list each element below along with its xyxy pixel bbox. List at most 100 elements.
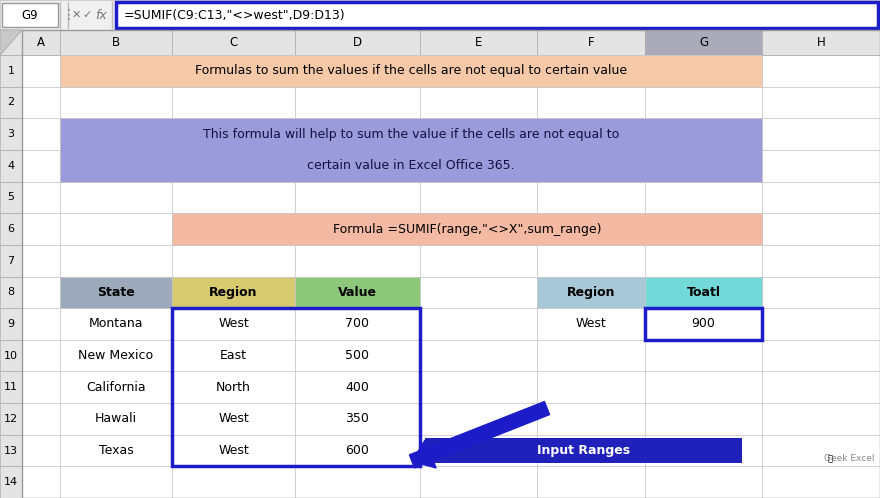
Text: This formula will help to sum the value if the cells are not equal to: This formula will help to sum the value … xyxy=(203,127,620,140)
Bar xyxy=(537,435,645,466)
Bar xyxy=(0,372,22,403)
Bar xyxy=(420,435,537,466)
Bar xyxy=(22,435,60,466)
Bar xyxy=(295,245,420,276)
Text: Texas: Texas xyxy=(99,444,134,457)
Bar xyxy=(295,150,420,182)
Text: New Mexico: New Mexico xyxy=(78,349,154,362)
Text: 7: 7 xyxy=(7,255,15,265)
Text: 📊: 📊 xyxy=(828,454,833,463)
Text: West: West xyxy=(576,317,606,331)
Text: 6: 6 xyxy=(8,224,14,234)
Bar xyxy=(645,403,762,435)
Bar xyxy=(22,150,60,182)
Bar xyxy=(22,276,60,308)
Bar xyxy=(645,182,762,213)
Bar xyxy=(172,182,295,213)
Bar xyxy=(645,119,762,150)
Bar xyxy=(22,403,60,435)
Bar xyxy=(60,55,172,87)
Bar xyxy=(0,119,22,150)
Bar xyxy=(537,182,645,213)
Bar xyxy=(645,276,762,308)
Bar xyxy=(762,372,880,403)
Text: ⋮: ⋮ xyxy=(62,8,76,22)
Bar xyxy=(537,403,645,435)
Bar xyxy=(645,308,762,340)
Bar xyxy=(420,466,537,498)
Text: F: F xyxy=(588,36,594,49)
Text: 3: 3 xyxy=(8,129,14,139)
Bar xyxy=(295,55,420,87)
Bar xyxy=(172,245,295,276)
Bar xyxy=(537,340,645,372)
Bar xyxy=(762,119,880,150)
Bar xyxy=(420,30,537,55)
Bar xyxy=(172,340,295,372)
Bar xyxy=(22,182,60,213)
Bar xyxy=(295,340,420,372)
Bar xyxy=(0,276,22,308)
Text: North: North xyxy=(216,381,251,394)
Bar xyxy=(537,308,645,340)
Text: 400: 400 xyxy=(346,381,370,394)
Text: Formula =SUMIF(range,"<>X",sum_range): Formula =SUMIF(range,"<>X",sum_range) xyxy=(333,223,601,236)
Bar xyxy=(537,372,645,403)
Bar xyxy=(537,213,645,245)
Bar xyxy=(645,213,762,245)
Bar xyxy=(537,150,645,182)
Text: ✕: ✕ xyxy=(72,10,81,20)
Bar xyxy=(172,276,295,308)
Bar xyxy=(420,55,537,87)
Bar xyxy=(60,55,762,87)
Bar xyxy=(762,466,880,498)
Bar xyxy=(22,87,60,119)
Bar xyxy=(762,87,880,119)
Bar xyxy=(60,150,172,182)
Bar xyxy=(0,403,22,435)
Text: 14: 14 xyxy=(4,477,18,487)
Bar xyxy=(172,308,420,466)
Bar xyxy=(420,372,537,403)
Bar xyxy=(116,2,878,28)
Bar xyxy=(0,0,880,30)
Bar xyxy=(762,213,880,245)
Bar xyxy=(420,308,537,340)
Text: West: West xyxy=(218,412,249,425)
Text: B: B xyxy=(112,36,120,49)
Bar xyxy=(420,340,537,372)
Bar xyxy=(295,119,420,150)
Bar xyxy=(420,119,537,150)
Bar xyxy=(295,30,420,55)
Text: Region: Region xyxy=(567,286,615,299)
Text: Geek Excel: Geek Excel xyxy=(825,454,875,463)
Bar xyxy=(295,435,420,466)
Bar xyxy=(0,150,22,182)
Bar xyxy=(420,245,537,276)
Text: 500: 500 xyxy=(346,349,370,362)
Bar xyxy=(60,340,172,372)
Bar xyxy=(60,182,172,213)
Bar xyxy=(762,308,880,340)
Bar xyxy=(295,87,420,119)
Bar xyxy=(172,308,295,340)
Bar xyxy=(60,213,172,245)
Text: West: West xyxy=(218,444,249,457)
Bar xyxy=(172,372,295,403)
Text: 11: 11 xyxy=(4,382,18,392)
Text: ✓: ✓ xyxy=(82,10,92,20)
Bar xyxy=(762,340,880,372)
Bar xyxy=(60,119,172,150)
Bar xyxy=(645,55,762,87)
Bar xyxy=(60,245,172,276)
Text: Value: Value xyxy=(338,286,377,299)
Bar xyxy=(295,213,420,245)
Bar xyxy=(762,435,880,466)
Bar xyxy=(22,213,60,245)
Bar xyxy=(762,55,880,87)
Bar xyxy=(0,466,22,498)
Bar xyxy=(645,372,762,403)
Text: 13: 13 xyxy=(4,446,18,456)
Text: West: West xyxy=(218,317,249,331)
Bar xyxy=(2,3,58,27)
